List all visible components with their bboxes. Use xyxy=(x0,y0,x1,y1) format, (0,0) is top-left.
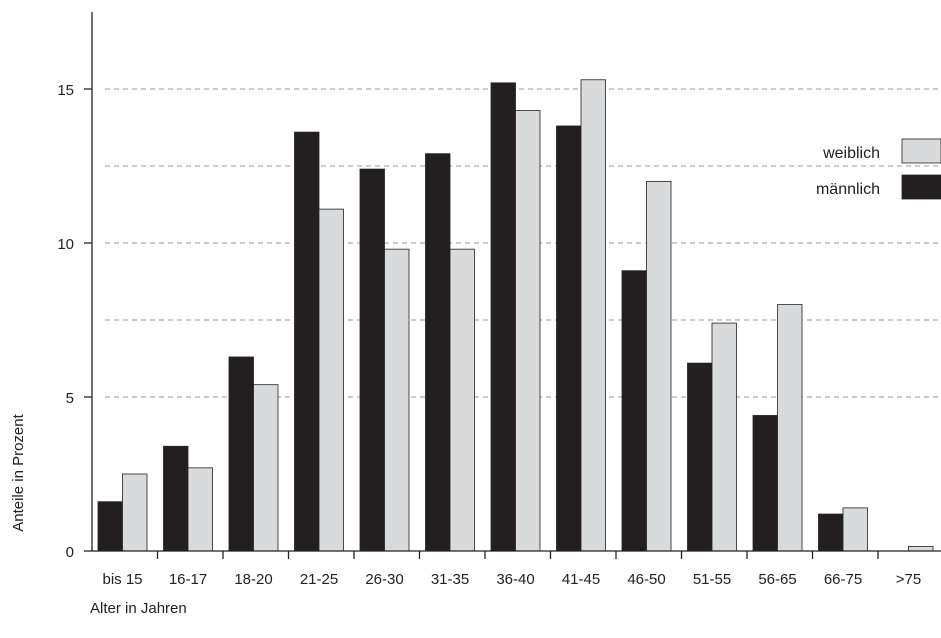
y-axis-title: Anteile in Prozent xyxy=(10,413,27,531)
bars xyxy=(97,79,934,552)
bar-maennlich xyxy=(818,513,844,552)
bar-weiblich xyxy=(711,322,737,552)
bar-weiblich xyxy=(908,545,934,552)
bar-maennlich xyxy=(294,131,320,552)
bar-maennlich xyxy=(490,82,516,552)
ticks: 0 5 10 15 bis 15 16-17 18-20 21-25 26-30 31-35 36-… xyxy=(57,82,921,588)
y-tick-label: 15 xyxy=(57,82,74,99)
axes xyxy=(91,12,941,552)
x-tick-label: 51-55 xyxy=(693,571,731,588)
bar-maennlich xyxy=(163,445,189,552)
bar-weiblich xyxy=(580,79,606,552)
bar-maennlich xyxy=(687,362,713,552)
x-tick-label: 16-17 xyxy=(169,571,207,588)
bar-maennlich xyxy=(359,168,385,552)
bar-maennlich xyxy=(556,125,582,552)
bar-weiblich xyxy=(515,110,541,552)
x-tick-label: 26-30 xyxy=(365,571,403,588)
bar-weiblich xyxy=(384,248,410,552)
x-axis-title: Alter in Jahren xyxy=(90,600,187,617)
bar-maennlich xyxy=(97,501,123,552)
y-tick-label: 5 xyxy=(66,390,74,407)
x-tick-label: 31-35 xyxy=(431,571,469,588)
bar-maennlich xyxy=(621,270,647,552)
x-tick-label: 66-75 xyxy=(824,571,862,588)
bar-weiblich xyxy=(318,208,344,552)
x-tick-label: bis 15 xyxy=(102,571,142,588)
legend-label-weiblich: weiblich xyxy=(822,145,880,162)
legend-label-maennlich: männlich xyxy=(816,181,880,198)
x-tick-label: 46-50 xyxy=(627,571,665,588)
bar-weiblich xyxy=(777,304,803,552)
x-tick-label: 56-65 xyxy=(758,571,796,588)
x-tick-label: 36-40 xyxy=(496,571,534,588)
bar-weiblich xyxy=(449,248,475,552)
bar-maennlich xyxy=(228,356,254,552)
x-tick-label: 41-45 xyxy=(562,571,600,588)
y-tick-label: 10 xyxy=(57,236,74,253)
x-tick-label: 18-20 xyxy=(234,571,272,588)
bar-weiblich xyxy=(646,180,672,552)
bar-weiblich xyxy=(187,467,213,552)
y-tick-label: 0 xyxy=(66,544,74,561)
legend-swatch-weiblich xyxy=(901,138,941,164)
legend: weiblich männlich xyxy=(816,138,941,200)
bar-weiblich xyxy=(842,507,868,552)
bar-weiblich xyxy=(253,384,279,552)
x-tick-label: >75 xyxy=(896,571,921,588)
bar-maennlich xyxy=(425,153,451,552)
x-tick-label: 21-25 xyxy=(300,571,338,588)
bar-maennlich xyxy=(752,415,778,552)
legend-swatch-maennlich xyxy=(901,174,941,200)
bar-weiblich xyxy=(122,473,148,552)
